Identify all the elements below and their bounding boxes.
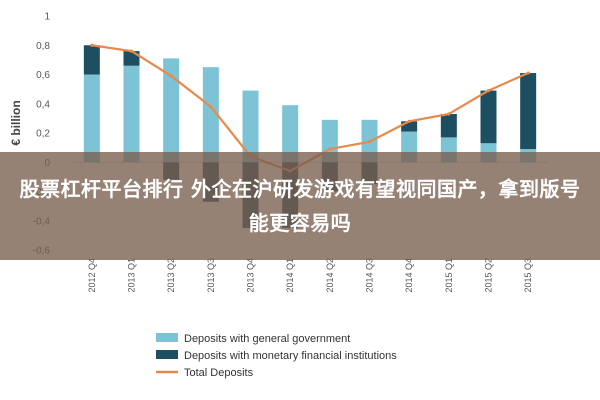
x-tick-label: 2015 Q1 bbox=[444, 258, 454, 293]
legend-label: Deposits with monetary financial institu… bbox=[184, 350, 397, 362]
point-total-deposits bbox=[367, 140, 372, 144]
legend-label: Deposits with general government bbox=[184, 333, 350, 345]
x-tick-label: 2014 Q2 bbox=[325, 258, 335, 293]
x-tick-label: 2014 Q1 bbox=[285, 258, 295, 293]
x-tick-label: 2014 Q4 bbox=[404, 258, 414, 293]
bar-monetary-financial-institutions bbox=[401, 121, 418, 132]
bar-general-government bbox=[242, 90, 259, 163]
y-axis-title: € billion bbox=[9, 100, 23, 145]
bar-general-government bbox=[202, 67, 219, 163]
point-total-deposits bbox=[129, 49, 134, 53]
point-total-deposits bbox=[447, 112, 451, 116]
point-total-deposits bbox=[90, 43, 94, 47]
point-total-deposits bbox=[526, 71, 530, 75]
x-tick-label: 2012 Q4 bbox=[87, 258, 97, 293]
headline-banner: 股票杠杆平台排行 外企在沪研发游戏有望视同国产，拿到版号能更容易吗 bbox=[0, 152, 600, 260]
point-total-deposits bbox=[169, 74, 173, 78]
y-tick-label: 1 bbox=[44, 12, 50, 23]
point-total-deposits bbox=[209, 105, 213, 109]
x-tick-label: 2013 Q3 bbox=[206, 258, 216, 293]
bar-monetary-financial-institutions bbox=[520, 73, 537, 150]
bar-general-government bbox=[163, 58, 180, 163]
y-tick-label: 0,8 bbox=[36, 41, 50, 52]
legend-swatch bbox=[156, 350, 178, 359]
x-tick-label: 2015 Q2 bbox=[484, 258, 494, 293]
bar-monetary-financial-institutions bbox=[123, 51, 140, 66]
y-tick-label: 0,2 bbox=[36, 129, 50, 140]
legend-label: Total Deposits bbox=[184, 367, 254, 379]
x-tick-label: 2014 Q3 bbox=[365, 258, 375, 293]
headline-text: 股票杠杆平台排行 外企在沪研发游戏有望视同国产，拿到版号能更容易吗 bbox=[19, 177, 581, 235]
x-tick-label: 2013 Q2 bbox=[166, 258, 176, 293]
y-tick-label: 0,4 bbox=[36, 99, 50, 110]
point-total-deposits bbox=[486, 88, 491, 93]
y-tick-label: 0,6 bbox=[36, 70, 50, 81]
bar-monetary-financial-institutions bbox=[83, 45, 100, 75]
x-tick-label: 2013 Q1 bbox=[127, 258, 137, 293]
point-total-deposits bbox=[407, 119, 411, 123]
x-tick-label: 2013 Q4 bbox=[246, 258, 256, 293]
bar-monetary-financial-institutions bbox=[440, 113, 457, 138]
bar-general-government bbox=[282, 105, 299, 163]
point-total-deposits bbox=[328, 147, 332, 151]
bar-general-government bbox=[123, 65, 140, 163]
legend-swatch bbox=[156, 333, 178, 342]
bar-general-government bbox=[83, 74, 100, 163]
x-tick-label: 2015 Q3 bbox=[523, 258, 533, 293]
bar-monetary-financial-institutions bbox=[480, 90, 497, 144]
